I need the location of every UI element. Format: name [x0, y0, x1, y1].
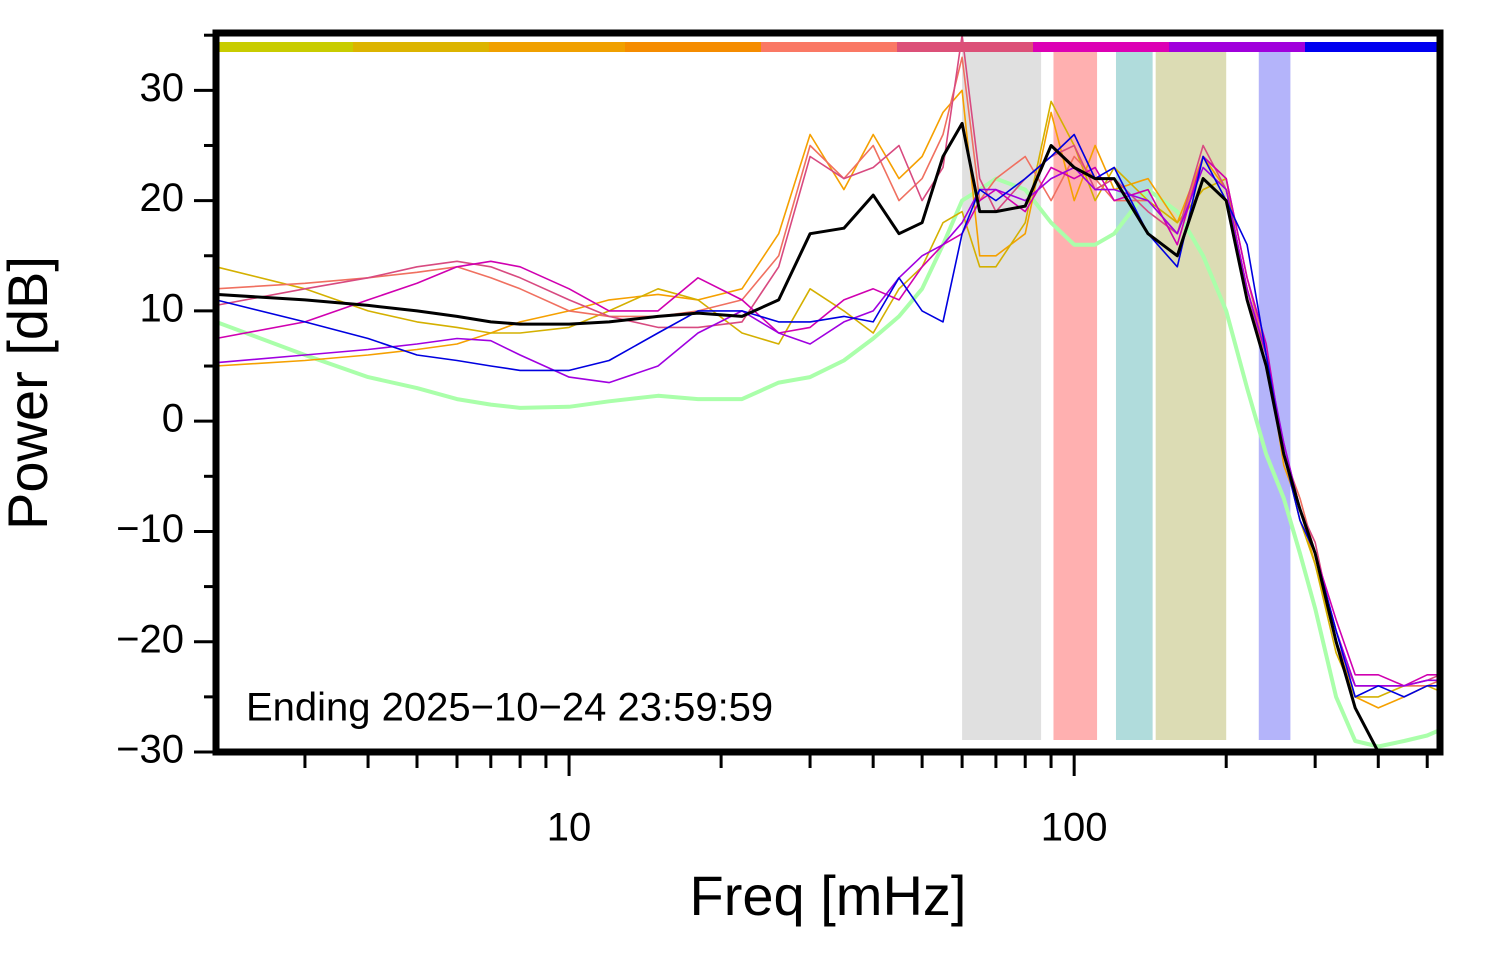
plot-frame [212, 29, 1444, 756]
x-tick-label: 10 [547, 806, 592, 850]
top-color-bar [216, 42, 1440, 52]
frequency-band [1115, 52, 1153, 740]
y-tick-label: 20 [140, 176, 185, 220]
series-line [215, 176, 1441, 749]
series-line [215, 133, 1440, 698]
series-line [215, 121, 1440, 754]
x-axis-title: Freq [mHz] [690, 864, 967, 927]
y-tick-label: −30 [116, 728, 184, 772]
x-tick-label: 100 [1041, 806, 1108, 850]
y-axis-title: Power [dB] [0, 256, 59, 530]
y-tick-label: 10 [140, 286, 185, 330]
y-tick-label: −20 [116, 617, 184, 661]
annotation: Ending 2025−10−24 23:59:59 [246, 686, 773, 730]
y-tick-label: 30 [140, 66, 185, 110]
y-tick-label: −10 [116, 507, 184, 551]
frequency-band [1155, 52, 1227, 740]
y-tick-label: 0 [162, 397, 184, 441]
